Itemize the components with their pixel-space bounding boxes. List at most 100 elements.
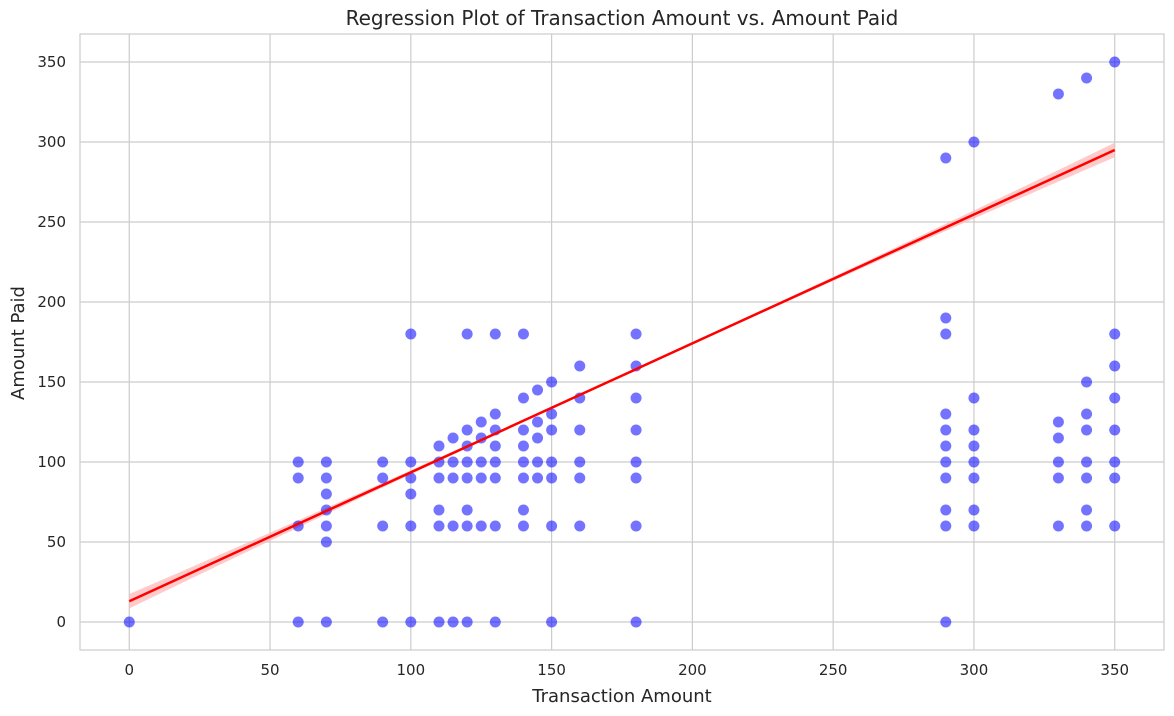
data-point — [940, 424, 952, 436]
y-axis-label: Amount Paid — [8, 286, 29, 400]
data-point — [940, 504, 952, 516]
x-tick-label: 100 — [397, 661, 426, 679]
data-point — [489, 616, 501, 628]
data-point — [630, 472, 642, 484]
data-point — [292, 472, 304, 484]
data-point — [574, 472, 586, 484]
data-point — [433, 472, 445, 484]
data-point — [517, 424, 529, 436]
data-point — [1052, 472, 1064, 484]
data-point — [475, 472, 487, 484]
y-tick-label: 350 — [37, 53, 66, 71]
data-point — [377, 472, 389, 484]
data-point — [968, 472, 980, 484]
y-tick-label: 100 — [37, 453, 66, 471]
data-point — [940, 312, 952, 324]
data-point — [489, 456, 501, 468]
data-point — [405, 472, 417, 484]
data-point — [546, 376, 558, 388]
data-point — [320, 520, 332, 532]
data-point — [546, 456, 558, 468]
data-point — [546, 616, 558, 628]
x-tick-label: 150 — [537, 661, 566, 679]
data-point — [433, 616, 445, 628]
data-point — [968, 440, 980, 452]
data-point — [405, 328, 417, 340]
data-point — [377, 520, 389, 532]
data-point — [447, 432, 459, 444]
data-point — [574, 360, 586, 372]
x-tick-label: 200 — [678, 661, 707, 679]
data-point — [1109, 392, 1121, 404]
data-point — [1109, 360, 1121, 372]
data-point — [532, 432, 544, 444]
data-point — [320, 488, 332, 500]
data-point — [1052, 88, 1064, 100]
data-point — [475, 416, 487, 428]
data-point — [630, 520, 642, 532]
data-point — [489, 408, 501, 420]
data-point — [1081, 520, 1093, 532]
data-point — [1052, 432, 1064, 444]
data-point — [489, 472, 501, 484]
data-point — [447, 520, 459, 532]
y-tick-label: 150 — [37, 373, 66, 391]
data-point — [405, 616, 417, 628]
data-point — [123, 616, 135, 628]
data-point — [447, 616, 459, 628]
data-point — [968, 504, 980, 516]
data-point — [546, 520, 558, 532]
data-point — [1109, 56, 1121, 68]
data-point — [1081, 376, 1093, 388]
data-point — [517, 440, 529, 452]
data-point — [517, 472, 529, 484]
data-point — [940, 472, 952, 484]
data-point — [1109, 328, 1121, 340]
data-point — [1081, 408, 1093, 420]
data-point — [1081, 456, 1093, 468]
data-point — [517, 392, 529, 404]
data-point — [630, 456, 642, 468]
data-point — [940, 152, 952, 164]
data-point — [1109, 472, 1121, 484]
data-point — [377, 616, 389, 628]
y-tick-label: 200 — [37, 293, 66, 311]
data-point — [574, 456, 586, 468]
data-point — [1081, 424, 1093, 436]
data-point — [532, 384, 544, 396]
data-point — [1052, 520, 1064, 532]
x-tick-label: 50 — [261, 661, 280, 679]
data-point — [433, 440, 445, 452]
data-point — [968, 520, 980, 532]
data-point — [940, 456, 952, 468]
y-tick-labels: 0 50 100 150 200 250 300 350 — [37, 53, 66, 631]
data-point — [630, 392, 642, 404]
y-tick-label: 0 — [56, 613, 66, 631]
data-point — [574, 520, 586, 532]
data-point — [433, 504, 445, 516]
data-point — [532, 472, 544, 484]
data-point — [461, 456, 473, 468]
y-tick-label: 300 — [37, 133, 66, 151]
data-point — [320, 536, 332, 548]
data-point — [940, 616, 952, 628]
data-point — [517, 456, 529, 468]
x-axis-label: Transaction Amount — [531, 686, 711, 707]
data-point — [968, 136, 980, 148]
data-point — [968, 424, 980, 436]
data-point — [461, 520, 473, 532]
data-point — [447, 472, 459, 484]
data-point — [532, 456, 544, 468]
x-tick-label: 300 — [960, 661, 989, 679]
data-point — [461, 504, 473, 516]
data-point — [1081, 472, 1093, 484]
data-point — [517, 504, 529, 516]
data-point — [630, 424, 642, 436]
data-point — [489, 440, 501, 452]
data-point — [940, 328, 952, 340]
data-point — [546, 408, 558, 420]
chart-title: Regression Plot of Transaction Amount vs… — [346, 6, 899, 30]
data-point — [320, 456, 332, 468]
x-tick-label: 350 — [1100, 661, 1129, 679]
